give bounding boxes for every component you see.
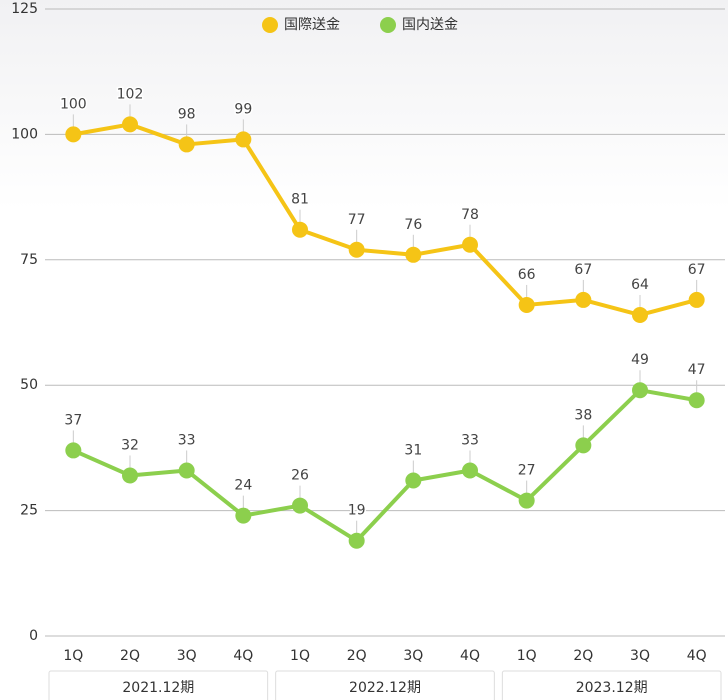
point: [178, 136, 195, 153]
point: [518, 492, 535, 509]
point: [178, 462, 195, 479]
point: [348, 241, 365, 258]
point: [348, 532, 365, 549]
data-label: 26: [291, 468, 309, 484]
x-tick-label: 3Q: [177, 648, 197, 664]
point: [122, 116, 138, 133]
x-tick-label: 1Q: [517, 648, 537, 664]
point: [405, 472, 422, 489]
point: [292, 221, 308, 238]
point: [632, 306, 648, 323]
point: [518, 296, 535, 313]
y-tick-label: 100: [11, 126, 38, 142]
legend-marker: [380, 17, 396, 33]
x-tick-label: 2Q: [347, 648, 367, 664]
x-tick-label: 3Q: [403, 648, 423, 664]
point: [235, 131, 252, 148]
point: [462, 462, 478, 479]
data-label: 64: [631, 277, 649, 293]
point: [122, 467, 138, 484]
y-tick-label: 75: [20, 252, 38, 268]
x-tick-label: 1Q: [63, 648, 83, 664]
data-label: 66: [518, 267, 536, 283]
point: [65, 442, 82, 459]
x-tick-label: 2Q: [120, 648, 140, 664]
x-tick-label: 4Q: [460, 648, 480, 664]
x-group-label: 2021.12期: [122, 680, 194, 696]
data-label: 78: [461, 207, 479, 223]
point: [235, 507, 252, 524]
data-label: 98: [178, 106, 196, 122]
data-label: 27: [518, 463, 536, 479]
point: [292, 497, 308, 514]
y-tick-label: 25: [20, 503, 38, 519]
point: [688, 392, 705, 409]
x-group-box: [48, 670, 269, 700]
point: [65, 126, 82, 143]
data-label: 77: [348, 212, 366, 228]
x-group-label: 2023.12期: [576, 680, 648, 696]
x-tick-label: 3Q: [630, 648, 650, 664]
data-label: 47: [688, 362, 706, 378]
data-label: 67: [574, 262, 592, 278]
data-label: 102: [117, 86, 144, 102]
x-tick-label: 4Q: [233, 648, 253, 664]
y-tick-label: 125: [11, 1, 38, 17]
data-label: 49: [631, 352, 649, 368]
point: [462, 236, 478, 253]
point: [688, 291, 705, 308]
y-tick-label: 50: [20, 377, 38, 393]
point: [632, 382, 648, 399]
x-group-box: [501, 670, 722, 700]
x-tick-label: 4Q: [687, 648, 707, 664]
legend-label: 国際送金: [284, 17, 340, 33]
y-tick-label: 0: [29, 628, 38, 644]
data-label: 24: [234, 478, 252, 494]
data-label: 100: [60, 96, 87, 112]
data-label: 32: [121, 437, 139, 453]
data-label: 67: [688, 262, 706, 278]
series-line: [72, 122, 698, 317]
x-tick-label: 1Q: [290, 648, 310, 664]
legend-label: 国内送金: [402, 17, 458, 33]
data-label: 31: [404, 443, 422, 459]
data-label: 38: [574, 407, 592, 423]
data-label: 19: [348, 503, 366, 519]
data-label: 33: [178, 432, 196, 448]
x-group-label: 2022.12期: [349, 680, 421, 696]
point: [575, 437, 592, 454]
point: [575, 291, 592, 308]
data-label: 81: [291, 192, 309, 208]
data-label: 33: [461, 432, 479, 448]
data-label: 99: [234, 101, 252, 117]
point: [405, 246, 422, 263]
x-tick-label: 2Q: [573, 648, 593, 664]
series-line: [72, 388, 698, 543]
legend-marker: [262, 17, 278, 33]
data-label: 37: [64, 412, 82, 428]
data-label: 76: [404, 217, 422, 233]
x-group-box: [275, 670, 495, 700]
